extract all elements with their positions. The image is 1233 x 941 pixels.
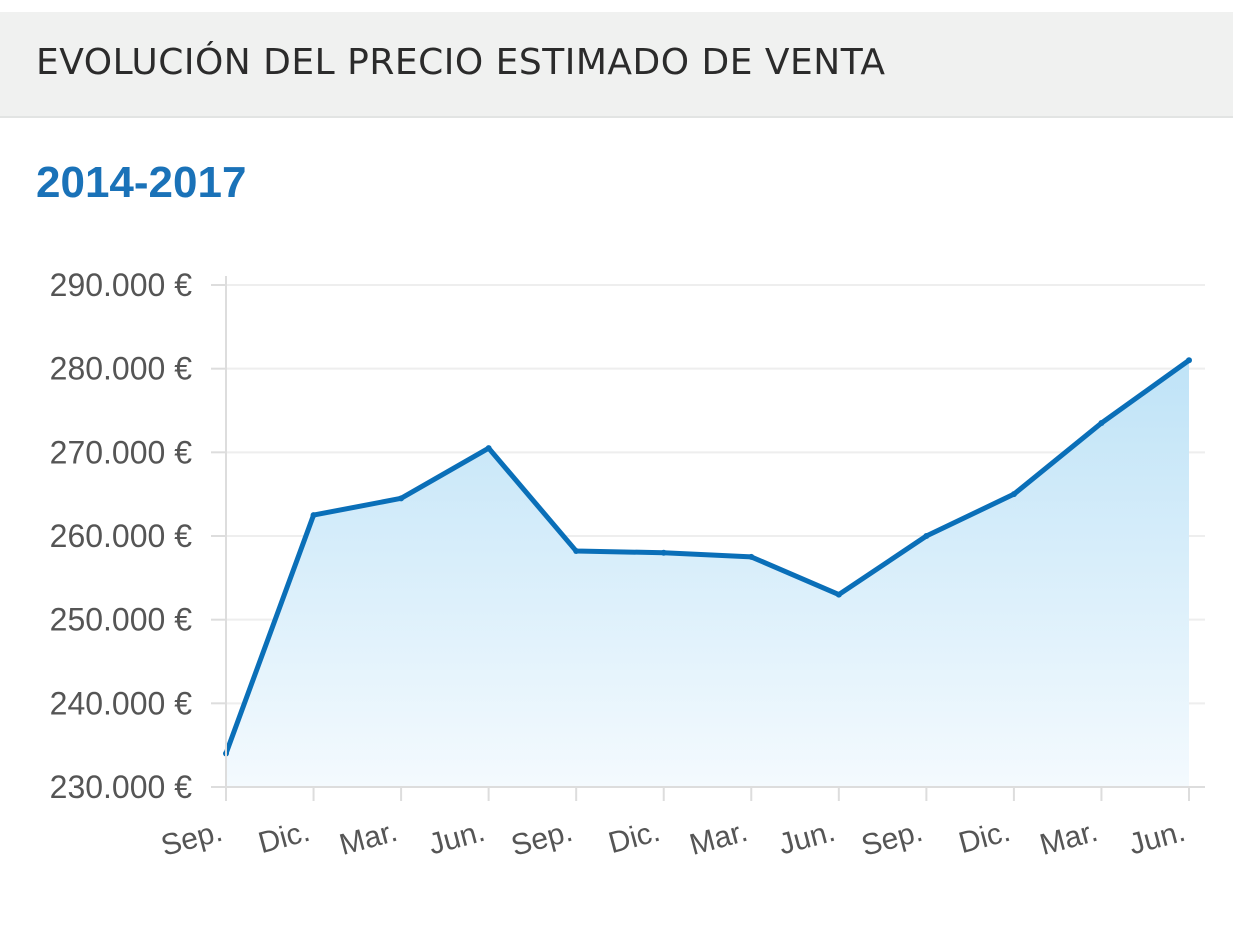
x-tick-labels: Sep. Dic. Mar. Jun. Sep. Dic. Mar. Jun. Sep. Dic.…: [158, 815, 1189, 863]
y-tick-label: 230.000 €: [50, 769, 193, 805]
x-tick-label: Mar.: [686, 815, 751, 862]
data-point: [398, 495, 404, 501]
y-tick-label: 240.000 €: [50, 685, 193, 721]
data-point: [836, 592, 842, 598]
y-tick-label: 260.000 €: [50, 518, 193, 554]
data-point: [923, 533, 929, 539]
data-point: [1098, 420, 1104, 426]
y-tick-label: 250.000 €: [50, 602, 193, 638]
data-point: [748, 554, 754, 560]
data-point: [1186, 357, 1192, 363]
x-tick-label: Jun.: [775, 815, 838, 862]
y-tick-labels: 290.000 € 280.000 € 270.000 € 260.000 € 250.…: [50, 267, 193, 805]
data-point: [1011, 491, 1017, 497]
data-point: [661, 550, 667, 556]
y-tick-label: 280.000 €: [50, 351, 193, 387]
x-tick-label: Mar.: [1036, 815, 1101, 862]
x-tick-label: Dic.: [955, 815, 1013, 860]
x-tick-label: Dic.: [255, 815, 313, 860]
x-tick-label: Jun.: [1125, 815, 1188, 862]
x-tick-label: Dic.: [605, 815, 663, 860]
area-fill: [226, 360, 1189, 787]
x-tick-label: Sep.: [158, 815, 226, 863]
x-tick-label: Jun.: [425, 815, 488, 862]
x-tick-label: Mar.: [336, 815, 401, 862]
y-tick-label: 270.000 €: [50, 434, 193, 470]
data-point: [311, 512, 317, 518]
x-tick-label: Sep.: [858, 815, 926, 863]
data-point: [573, 548, 579, 554]
y-tick-label: 290.000 €: [50, 267, 193, 303]
x-tick-label: Sep.: [508, 815, 576, 863]
data-point: [486, 445, 492, 451]
area-layer: [223, 357, 1192, 787]
